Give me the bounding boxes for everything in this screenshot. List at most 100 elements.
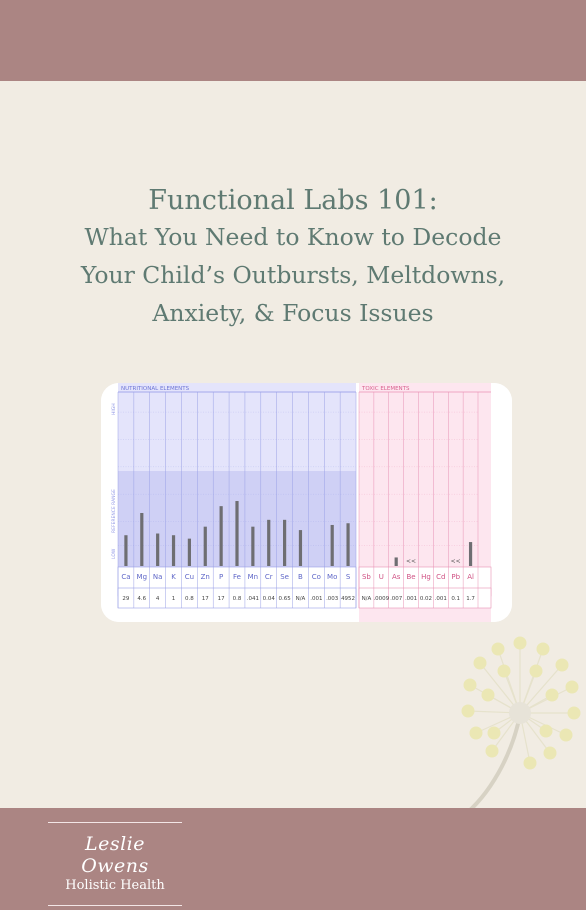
nutritional-elements: Ca 29 Mg 4.6 Na 4 K 1 Cu 0.8 Zn 17 P 17 Fe 0.8 Mn .041 Cr 0… xyxy=(117,392,357,608)
logo-top-rule xyxy=(48,822,182,823)
seed-icon xyxy=(543,746,557,760)
seed-icon xyxy=(555,658,569,672)
toxic-below-range-mark: << xyxy=(451,558,461,565)
nutritional-header: NUTRITIONAL ELEMENTS xyxy=(121,386,190,392)
nutritional-symbol-mn: Mn xyxy=(248,573,258,581)
nutritional-symbol-k: K xyxy=(171,573,176,581)
nutritional-symbol-s: S xyxy=(346,573,351,581)
nutritional-bar-p xyxy=(219,506,223,566)
nutritional-symbol-co: Co xyxy=(312,573,321,581)
nutritional-symbol-fe: Fe xyxy=(233,573,241,581)
reference-range-label: REFERENCE RANGE xyxy=(111,489,117,533)
seed-icon xyxy=(473,656,487,670)
nutritional-result-mg: 4.6 xyxy=(137,596,146,602)
nutritional-result-mn: .041 xyxy=(247,596,259,602)
toxic-symbol-as: As xyxy=(392,573,401,581)
nutritional-result-mo: .003 xyxy=(326,596,339,602)
seed-icon xyxy=(565,680,579,694)
title-line-4: Anxiety, & Focus Issues xyxy=(152,299,434,327)
low-label: LOW xyxy=(111,548,117,559)
nutritional-bar-mn xyxy=(251,526,255,566)
seed-icon xyxy=(497,664,511,678)
nutritional-result-zn: 17 xyxy=(202,596,209,602)
nutritional-bar-mg xyxy=(140,512,144,566)
nutritional-result-k: 1 xyxy=(172,596,176,602)
toxic-result-as: .007 xyxy=(390,596,403,602)
nutritional-result-fe: 0.8 xyxy=(233,596,242,602)
nutritional-result-cu: 0.8 xyxy=(185,596,194,602)
toxic-elements: Sb N/A U .0009 As .007 Be .001 Hg 0.02 Cd .001 Pb 0.1… xyxy=(358,392,479,608)
toxic-symbol-al: Al xyxy=(467,573,474,581)
seed-icon xyxy=(529,664,543,678)
nutritional-bar-na xyxy=(156,533,160,566)
title-line-1: Functional Labs 101: xyxy=(148,185,438,216)
toxic-bar-as xyxy=(394,557,398,566)
toxic-header: TOXIC ELEMENTS xyxy=(361,386,410,392)
nutritional-bar-fe xyxy=(235,501,239,566)
page-title: Functional Labs 101: What You Need to Kn… xyxy=(0,184,586,332)
toxic-symbol-u: U xyxy=(379,573,384,581)
lab-chart-card: NUTRITIONAL ELEMENTS TOXIC ELEMENTS HIGH… xyxy=(101,383,512,622)
seed-icon xyxy=(491,642,505,656)
nutritional-bar-se xyxy=(283,519,287,566)
nutritional-bar-k xyxy=(171,535,176,566)
seed-icon xyxy=(539,724,553,738)
dandelion-illustration xyxy=(460,636,581,819)
high-label: HIGH xyxy=(111,403,117,415)
nutritional-result-ca: 29 xyxy=(122,596,129,602)
nutritional-symbol-zn: Zn xyxy=(201,573,210,581)
seed-icon xyxy=(487,726,501,740)
toxic-symbol-hg: Hg xyxy=(421,573,431,581)
nutritional-result-p: 17 xyxy=(218,596,225,602)
nutritional-bar-s xyxy=(346,523,350,566)
nutritional-symbol-ca: Ca xyxy=(121,573,130,581)
brand-tagline: Holistic Health xyxy=(65,878,165,893)
toxic-result-be: .001 xyxy=(405,596,417,602)
nutritional-bar-cu xyxy=(187,538,191,566)
seed-icon xyxy=(567,706,581,720)
toxic-result-u: .0009 xyxy=(373,596,389,602)
seed-icon xyxy=(461,704,475,718)
seed-icon xyxy=(463,678,477,692)
nutritional-symbol-se: Se xyxy=(280,573,289,581)
nutritional-symbol-b: B xyxy=(298,573,303,581)
seed-icon xyxy=(485,744,499,758)
nutritional-result-se: 0.65 xyxy=(278,596,291,602)
toxic-result-hg: 0.02 xyxy=(420,596,432,602)
toxic-symbol-be: Be xyxy=(407,573,416,581)
toxic-below-range-mark: << xyxy=(406,558,416,565)
nutritional-symbol-mg: Mg xyxy=(137,573,147,581)
seed-icon xyxy=(523,756,537,770)
brand-name: Leslie Owens xyxy=(81,833,149,877)
bottom-band xyxy=(0,808,586,910)
nutritional-bar-ca xyxy=(124,535,128,566)
seed-icon xyxy=(513,636,527,650)
top-band xyxy=(0,0,586,81)
nutritional-symbol-cr: Cr xyxy=(265,573,273,581)
nutritional-bar-mo xyxy=(330,524,334,566)
title-line-2: What You Need to Know to Decode xyxy=(84,223,502,251)
nutritional-result-na: 4 xyxy=(156,596,160,602)
toxic-result-al: 1.7 xyxy=(466,596,475,602)
toxic-symbol-cd: Cd xyxy=(436,573,445,581)
nutritional-result-s: 4952 xyxy=(341,596,355,602)
nutritional-symbol-mo: Mo xyxy=(327,573,337,581)
toxic-bar-al xyxy=(468,542,473,566)
toxic-symbol-pb: Pb xyxy=(451,573,460,581)
seed-icon xyxy=(559,728,573,742)
nutritional-bar-zn xyxy=(203,526,207,566)
nutritional-bar-b xyxy=(298,530,303,566)
toxic-symbol-sb: Sb xyxy=(362,573,371,581)
nutritional-result-cr: 0.04 xyxy=(263,596,276,602)
nutritional-result-b: N/A xyxy=(296,596,306,602)
lab-report-chart: NUTRITIONAL ELEMENTS TOXIC ELEMENTS HIGH… xyxy=(101,383,512,622)
nutritional-symbol-cu: Cu xyxy=(185,573,194,581)
seed-icon xyxy=(545,688,559,702)
seed-icon xyxy=(481,688,495,702)
toxic-result-pb: 0.1 xyxy=(451,596,460,602)
nutritional-symbol-p: P xyxy=(219,573,223,581)
title-line-3: Your Child’s Outbursts, Meltdowns, xyxy=(80,261,506,289)
seed-icon xyxy=(469,726,483,740)
seed-icon xyxy=(536,642,550,656)
nutritional-symbol-na: Na xyxy=(153,573,163,581)
